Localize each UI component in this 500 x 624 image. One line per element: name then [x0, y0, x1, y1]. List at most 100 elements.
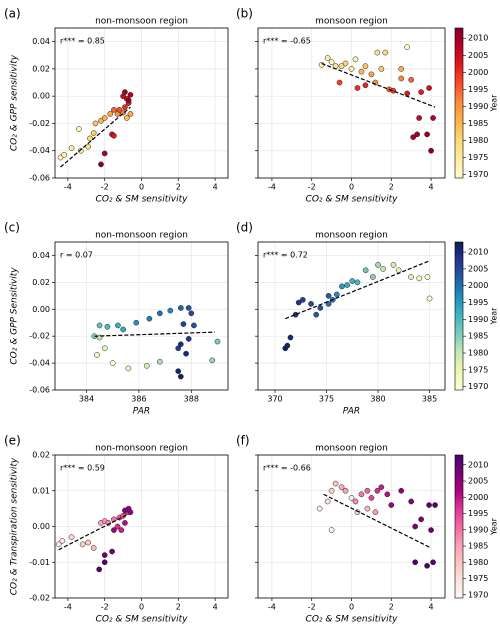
- point: [338, 484, 345, 491]
- colorbar-tick-label: 1985: [468, 119, 488, 128]
- point: [426, 85, 432, 91]
- point: [115, 322, 121, 329]
- x-tick-label: -2: [101, 603, 109, 612]
- x-tick-label: 2: [389, 183, 394, 192]
- y-tick-label: -0.01: [29, 558, 50, 567]
- colorbar-tick-label: 2000: [468, 281, 488, 290]
- x-tick-label: 2: [176, 183, 181, 192]
- panel-label: (c): [4, 221, 20, 235]
- point: [418, 89, 424, 95]
- point: [370, 274, 376, 280]
- point: [127, 509, 134, 516]
- y-axis-label: CO₂ & GPP sensitivity: [10, 54, 20, 151]
- colorbar-tick-label: 2010: [468, 460, 488, 469]
- point: [342, 487, 349, 494]
- colorbar-tick-label: 2000: [468, 68, 488, 77]
- point: [61, 151, 68, 158]
- panel-label: (f): [236, 434, 250, 448]
- point: [348, 66, 355, 72]
- plot-frame: [257, 241, 446, 391]
- annotation: r*** = 0.59: [60, 464, 105, 473]
- y-tick-label: -0.06: [29, 386, 50, 395]
- panel-label: (a): [4, 7, 21, 21]
- point: [384, 491, 391, 498]
- point: [287, 334, 294, 341]
- point: [416, 115, 422, 121]
- point: [292, 311, 299, 318]
- point: [375, 262, 381, 268]
- point: [101, 559, 108, 566]
- point: [125, 97, 132, 104]
- panel-label: (b): [236, 7, 253, 21]
- point: [299, 297, 306, 303]
- point: [116, 106, 123, 113]
- y-tick-label: 0.01: [32, 486, 50, 495]
- x-tick-label: 2: [389, 603, 394, 612]
- point: [96, 322, 103, 329]
- y-tick-label: 0.02: [32, 451, 50, 460]
- x-tick-label: -2: [308, 183, 316, 192]
- y-axis-label: CO₂ & GPP Sensitivity: [10, 267, 20, 365]
- point: [328, 527, 335, 533]
- point: [118, 527, 125, 533]
- colorbar-tick-label: 2005: [468, 51, 488, 60]
- point: [378, 484, 385, 491]
- point: [156, 358, 163, 365]
- panel-title: non-monsoon region: [95, 17, 188, 27]
- point: [398, 66, 405, 72]
- x-tick-label: 380: [370, 395, 385, 404]
- x-tick-label: 4: [213, 603, 218, 612]
- plot-frame: [54, 27, 229, 179]
- point: [426, 502, 432, 508]
- point: [123, 115, 130, 121]
- point: [122, 89, 128, 95]
- point: [388, 502, 395, 508]
- x-tick-label: 0: [139, 183, 144, 192]
- point: [122, 520, 128, 526]
- fit-line: [94, 331, 215, 337]
- y-tick-label: -0.04: [29, 146, 50, 155]
- point: [111, 527, 117, 533]
- point: [127, 111, 134, 117]
- point: [59, 537, 66, 544]
- fit-line: [323, 493, 432, 549]
- point: [352, 56, 359, 63]
- point: [87, 135, 93, 142]
- x-tick-label: 388: [184, 395, 199, 404]
- x-tick-label: -2: [308, 603, 316, 612]
- colorbar-tick-label: 1985: [468, 332, 488, 341]
- colorbar-tick-label: 2005: [468, 477, 488, 486]
- colorbar-tick-label: 1990: [468, 525, 488, 534]
- y-tick-label: -0.02: [29, 594, 50, 603]
- x-axis-label: CO₂ & SM sensitivity: [306, 615, 399, 624]
- point: [333, 291, 340, 298]
- point: [358, 491, 365, 498]
- x-tick-label: 0: [139, 603, 144, 612]
- point: [390, 262, 397, 268]
- point: [214, 338, 221, 345]
- point: [177, 305, 184, 311]
- panel-title: non-monsoon region: [95, 444, 188, 454]
- point: [414, 131, 420, 138]
- annotation: r*** = 0.85: [60, 37, 105, 46]
- point: [125, 365, 132, 372]
- y-tick-label: 0.02: [32, 64, 50, 73]
- point: [114, 523, 121, 530]
- annotation: r*** = 0.72: [263, 251, 308, 260]
- colorbar-tick-label: 2000: [468, 493, 488, 502]
- colorbar-tick-label: 1985: [468, 542, 488, 551]
- point: [352, 498, 359, 505]
- point: [398, 75, 405, 82]
- point: [85, 539, 91, 546]
- point: [143, 362, 150, 369]
- point: [404, 90, 411, 97]
- point: [183, 350, 189, 357]
- y-tick-label: 0.00: [32, 305, 50, 314]
- point: [424, 274, 431, 280]
- point: [342, 60, 349, 67]
- point: [380, 266, 387, 272]
- point: [354, 279, 361, 286]
- point: [430, 559, 436, 566]
- point: [332, 480, 339, 487]
